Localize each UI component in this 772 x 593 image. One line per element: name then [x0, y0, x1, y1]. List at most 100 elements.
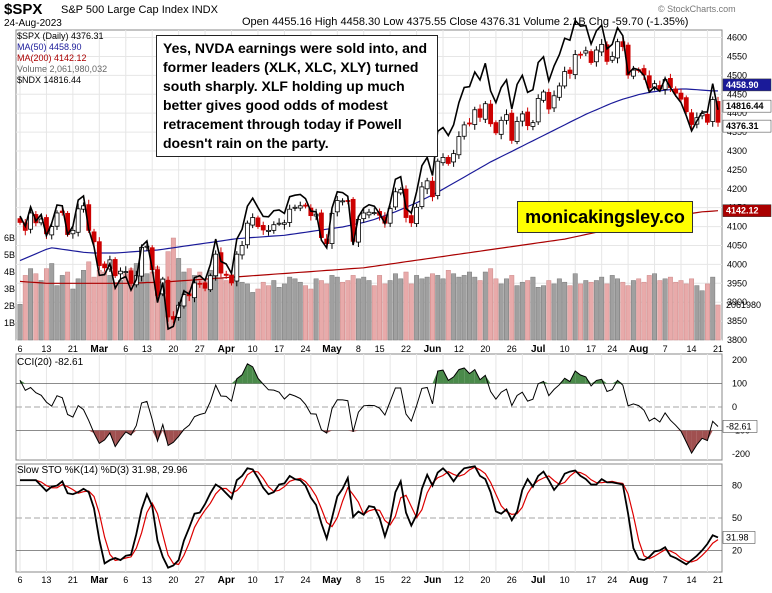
cci-oversold-fill [168, 430, 174, 446]
candle [673, 88, 679, 94]
candle [467, 122, 472, 125]
candle [266, 229, 271, 232]
value-label: 4376.31 [722, 119, 772, 133]
volume-bar [340, 281, 346, 341]
legend-price: $SPX (Daily) 4376.31 [17, 31, 104, 41]
value-label-bg [722, 78, 772, 92]
volume-bar [615, 278, 620, 341]
price-tick-label: 3800 [727, 335, 747, 345]
candle [361, 212, 367, 220]
volume-bar [530, 276, 536, 341]
volume-bar [398, 278, 404, 341]
candle [689, 112, 694, 125]
volume-tick-label: 3B [4, 284, 15, 294]
volume-bar [329, 275, 335, 341]
volume-bar [625, 285, 631, 341]
cci-overbought-fill [464, 367, 470, 384]
volume-bar [281, 283, 287, 341]
volume-bar [525, 280, 531, 341]
cci-oversold-fill [115, 430, 121, 447]
x-tick-label: May [322, 575, 342, 586]
candle [588, 51, 594, 63]
legend-cci: CCI(20) -82.61 [17, 357, 84, 368]
volume-bar [477, 280, 483, 341]
candle [556, 85, 562, 98]
cci-overbought-fill [242, 363, 248, 384]
candle [213, 253, 219, 277]
sto-k-line [20, 465, 719, 569]
candle [303, 204, 308, 207]
x-tick-label: 6 [123, 344, 128, 354]
x-tick-label: 17 [586, 344, 596, 354]
candle [75, 208, 81, 233]
candle [192, 282, 197, 299]
candle [456, 136, 462, 156]
candle [70, 229, 76, 235]
sto-d-line [20, 466, 719, 566]
candle [620, 41, 626, 48]
price-tick-label: 4000 [727, 259, 747, 269]
volume-bar [17, 304, 23, 341]
volume-bar [334, 276, 340, 341]
value-label-text: 4376.31 [726, 121, 759, 131]
volume-bar [81, 270, 86, 341]
chart-symbol: $SPX [4, 1, 43, 18]
candle [250, 217, 256, 226]
volume-bar [498, 283, 504, 341]
candle [371, 212, 377, 214]
x-tick-label: 13 [41, 575, 51, 585]
volume-bar [641, 281, 647, 341]
volume-bar [176, 258, 182, 341]
candle [498, 119, 504, 135]
cci-overbought-fill [580, 375, 586, 384]
candle [281, 222, 287, 225]
candle [408, 215, 414, 224]
candle [599, 43, 605, 53]
volume-bar [535, 287, 541, 341]
volume-tick-label: 2B [4, 301, 15, 311]
candle [393, 191, 398, 208]
candle [118, 270, 123, 275]
x-tick-label: 27 [195, 575, 205, 585]
candle [144, 245, 150, 248]
cci-overbought-fill [252, 366, 258, 384]
cci-oversold-fill [702, 430, 708, 441]
cci-oversold-fill [353, 430, 359, 432]
price-tick-label: 3850 [727, 316, 747, 326]
volume-bar [297, 281, 303, 341]
volume-bar [578, 283, 583, 341]
sto-tick-label: 80 [732, 481, 742, 491]
x-axis-labels: 6 13 21 Mar 6 13 20 27 Apr 10 17 24 May 8 15 22 Jun 12 20 2… [17, 344, 723, 355]
annotation-box: Yes, NVDA earnings were sold into, and f… [156, 35, 438, 157]
volume-bar [593, 280, 599, 341]
x-tick-label: 26 [507, 575, 517, 585]
chart-date: 24-Aug-2023 [4, 18, 62, 29]
x-tick-label: Jul [531, 575, 546, 586]
volume-bar [620, 281, 626, 341]
volume-bar [192, 275, 197, 341]
candle [414, 206, 419, 224]
volume-bar [170, 237, 176, 341]
volume-bar [657, 280, 663, 341]
x-tick-label: Aug [629, 575, 648, 586]
cci-oversold-fill [707, 430, 713, 441]
x-tick-label: Jul [531, 344, 546, 355]
candle [710, 99, 716, 122]
candle [229, 274, 234, 284]
volume-bar [308, 288, 314, 341]
candle [630, 69, 636, 77]
legend-ma200: MA(200) 4142.12 [17, 53, 87, 63]
x-tick-label: 20 [168, 344, 178, 354]
cci-overbought-fill [448, 376, 454, 384]
x-tick-label: 12 [454, 575, 464, 585]
x-tick-label: 8 [356, 344, 361, 354]
cci-oversold-fill [152, 430, 158, 442]
x-tick-label: 15 [375, 575, 385, 585]
sto-tick-label: 50 [732, 513, 742, 523]
x-tick-label: 14 [687, 575, 697, 585]
x-tick-label: 26 [507, 344, 517, 354]
candle [530, 122, 536, 127]
candle [271, 224, 277, 231]
volume-bar [408, 283, 414, 341]
